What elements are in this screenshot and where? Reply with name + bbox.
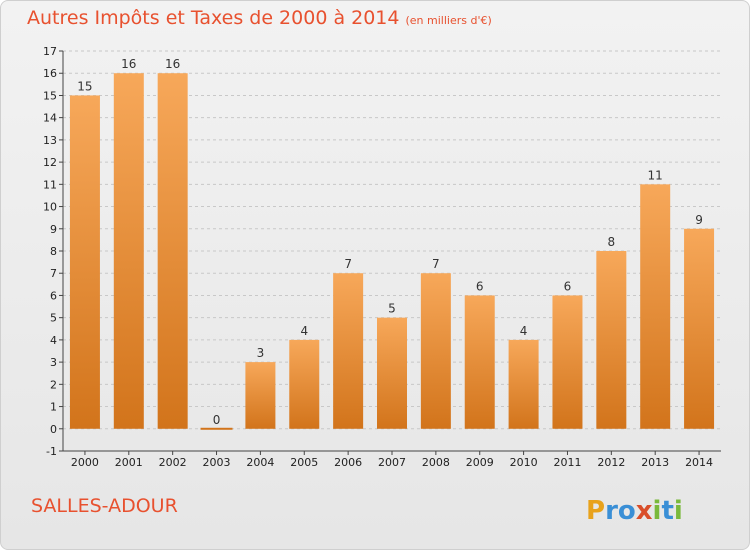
x-tick-label: 2001: [115, 456, 143, 469]
x-tick-label: 2014: [685, 456, 713, 469]
bar: [552, 295, 583, 429]
bar: [596, 251, 627, 429]
chart-title: Autres Impôts et Taxes de 2000 à 2014 (en…: [27, 7, 492, 29]
bar: [508, 339, 539, 429]
y-tick-label: 6: [50, 289, 57, 302]
title-unit: (en milliers d'€): [405, 14, 492, 27]
bar: [157, 73, 188, 429]
bar: [464, 295, 495, 429]
x-tick-label: 2011: [553, 456, 581, 469]
x-tick-label: 2013: [641, 456, 669, 469]
data-label: 9: [695, 213, 703, 227]
bar: [377, 317, 407, 429]
x-tick-label: 2004: [246, 456, 274, 469]
x-tick-label: 2012: [597, 456, 625, 469]
x-tick-label: 2002: [159, 456, 187, 469]
bar: [245, 362, 276, 429]
x-tick-label: 2007: [378, 456, 406, 469]
bar: [640, 184, 671, 429]
y-tick-label: 7: [50, 267, 57, 280]
x-axis: 2000 2001 2002 2003 2004 2005 2006 2007 2008 2009…: [71, 451, 713, 469]
x-tick-label: 2003: [203, 456, 231, 469]
data-labels: 15 16 16 0 3 4 7 5 7 6 4 6 8 11 9: [77, 57, 703, 427]
y-tick-label: 0: [50, 423, 57, 436]
data-label: 4: [520, 324, 528, 338]
commune-name: SALLES-ADOUR: [31, 495, 178, 517]
y-tick-label: 17: [43, 45, 57, 58]
x-tick-label: 2006: [334, 456, 362, 469]
data-label: 16: [165, 57, 180, 71]
y-tick-label: 8: [50, 245, 57, 258]
data-label: 16: [121, 57, 136, 71]
data-label: 0: [213, 413, 221, 427]
y-tick-label: 3: [50, 356, 57, 369]
x-tick-label: 2009: [466, 456, 494, 469]
y-tick-label: 11: [43, 178, 57, 191]
bar: [113, 73, 144, 429]
data-label: 8: [608, 235, 616, 249]
data-label: 7: [432, 257, 440, 271]
data-label: 4: [300, 324, 308, 338]
bar: [333, 273, 364, 429]
y-tick-label: 16: [43, 67, 57, 80]
y-tick-label: 9: [50, 223, 57, 236]
data-label: 11: [648, 168, 663, 182]
y-tick-label: 4: [50, 334, 57, 347]
bar: [420, 273, 451, 429]
bar: [289, 339, 320, 429]
bar: [69, 95, 100, 429]
bar: [684, 228, 715, 429]
data-label: 15: [77, 79, 92, 93]
bars: [69, 73, 715, 430]
x-tick-label: 2010: [510, 456, 538, 469]
y-tick-label: 14: [43, 112, 57, 125]
y-tick-label: 13: [43, 134, 57, 147]
y-tick-label: 1: [50, 401, 57, 414]
x-tick-label: 2008: [422, 456, 450, 469]
data-label: 3: [257, 346, 265, 360]
data-label: 5: [388, 302, 396, 316]
bar: [200, 427, 233, 430]
data-label: 7: [344, 257, 352, 271]
y-tick-label: 10: [43, 201, 57, 214]
title-text: Autres Impôts et Taxes de 2000 à 2014: [27, 7, 400, 29]
y-tick-label: -1: [46, 445, 57, 458]
y-tick-label: 12: [43, 156, 57, 169]
y-tick-label: 2: [50, 378, 57, 391]
data-label: 6: [564, 279, 572, 293]
x-tick-label: 2005: [290, 456, 318, 469]
x-tick-label: 2000: [71, 456, 99, 469]
y-tick-label: 5: [50, 312, 57, 325]
data-label: 6: [476, 279, 484, 293]
y-tick-label: 15: [43, 89, 57, 102]
